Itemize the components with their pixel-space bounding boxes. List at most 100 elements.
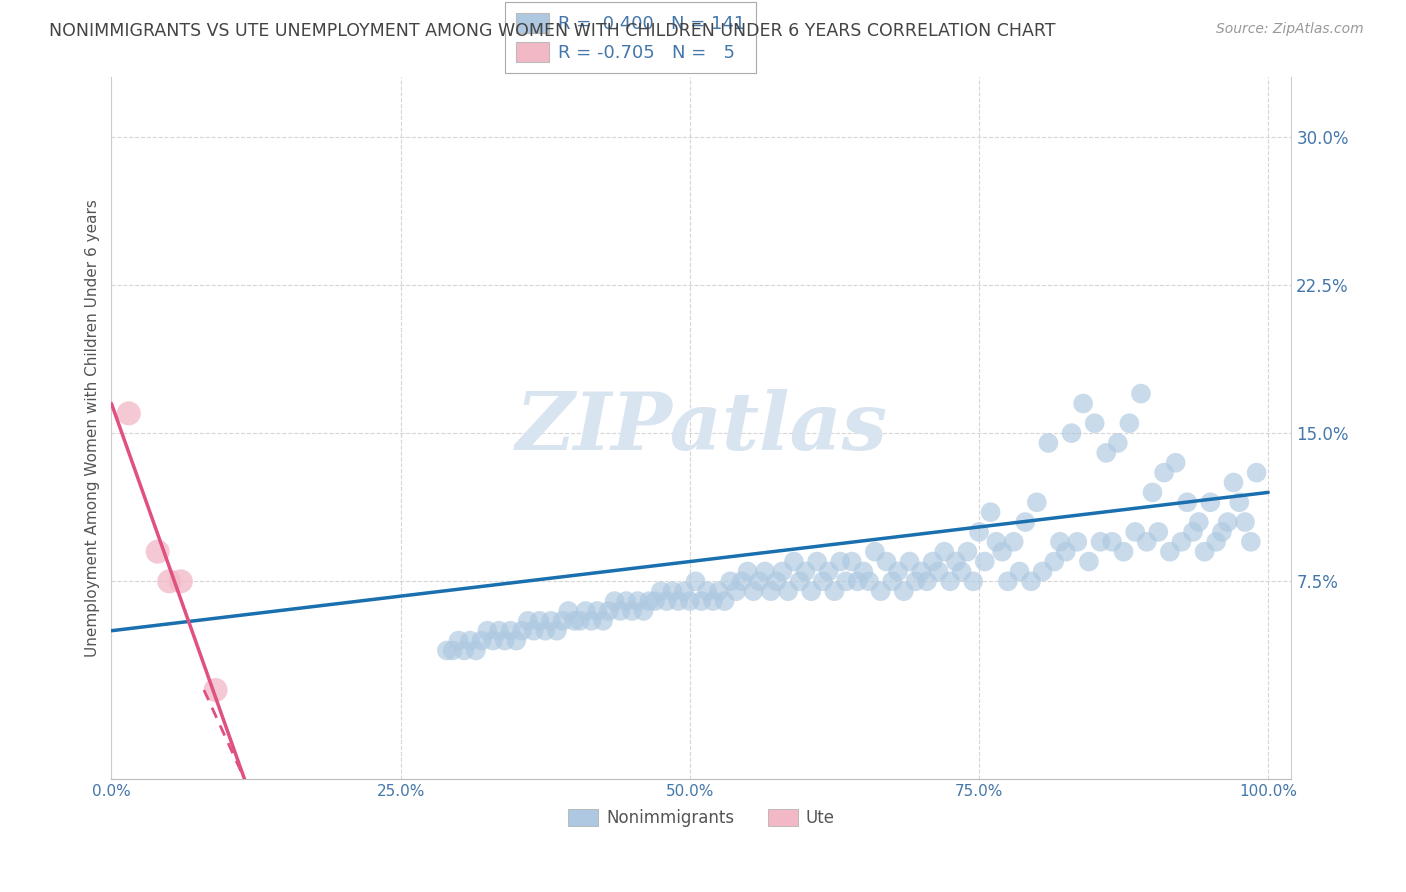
Point: [562, 614, 585, 628]
Point: [1049, 534, 1071, 549]
Point: [939, 574, 962, 589]
Text: NONIMMIGRANTS VS UTE UNEMPLOYMENT AMONG WOMEN WITH CHILDREN UNDER 6 YEARS CORREL: NONIMMIGRANTS VS UTE UNEMPLOYMENT AMONG …: [49, 22, 1056, 40]
Point: [1107, 436, 1129, 450]
Point: [581, 614, 603, 628]
Point: [1043, 555, 1066, 569]
Point: [869, 584, 891, 599]
Point: [997, 574, 1019, 589]
Point: [759, 584, 782, 599]
Point: [737, 565, 759, 579]
Point: [1008, 565, 1031, 579]
Point: [1234, 515, 1257, 529]
Point: [494, 633, 516, 648]
Point: [945, 555, 967, 569]
Point: [783, 555, 806, 569]
Point: [846, 574, 869, 589]
Point: [510, 624, 533, 638]
Point: [713, 594, 735, 608]
Point: [441, 643, 464, 657]
Point: [477, 624, 499, 638]
Point: [731, 574, 754, 589]
Point: [1227, 495, 1250, 509]
Point: [956, 544, 979, 558]
Point: [1032, 565, 1054, 579]
Point: [898, 555, 921, 569]
Point: [146, 544, 169, 558]
Point: [551, 614, 574, 628]
Point: [592, 614, 614, 628]
Point: [858, 574, 880, 589]
Point: [575, 604, 598, 618]
Point: [910, 565, 932, 579]
Point: [586, 604, 609, 618]
Point: [436, 643, 458, 657]
Point: [540, 614, 562, 628]
Point: [882, 574, 904, 589]
Point: [1194, 544, 1216, 558]
Point: [778, 584, 800, 599]
Point: [464, 643, 486, 657]
Point: [823, 584, 845, 599]
Point: [1123, 524, 1146, 539]
Point: [471, 633, 494, 648]
Point: [655, 594, 678, 608]
Point: [748, 574, 770, 589]
Point: [609, 604, 631, 618]
Point: [696, 584, 718, 599]
Point: [1188, 515, 1211, 529]
Point: [887, 565, 910, 579]
Point: [702, 594, 724, 608]
Point: [204, 683, 226, 698]
Point: [789, 574, 811, 589]
Point: [1222, 475, 1244, 490]
Point: [1084, 416, 1107, 430]
Point: [973, 555, 995, 569]
Point: [830, 555, 852, 569]
Point: [1240, 534, 1263, 549]
Point: [1014, 515, 1036, 529]
Point: [458, 633, 481, 648]
Point: [1066, 534, 1088, 549]
Point: [568, 614, 591, 628]
Point: [915, 574, 938, 589]
Point: [863, 544, 886, 558]
Point: [1211, 524, 1233, 539]
Point: [1118, 416, 1140, 430]
Point: [1101, 534, 1123, 549]
Text: ZIPatlas: ZIPatlas: [516, 390, 887, 467]
Point: [505, 633, 527, 648]
Point: [770, 565, 793, 579]
Point: [666, 594, 689, 608]
Point: [523, 624, 546, 638]
Point: [1246, 466, 1268, 480]
Point: [529, 614, 551, 628]
Point: [447, 633, 470, 648]
Point: [516, 614, 538, 628]
Point: [811, 574, 834, 589]
Point: [1129, 386, 1152, 401]
Point: [1054, 544, 1077, 558]
Point: [603, 594, 626, 608]
Point: [679, 594, 702, 608]
Point: [1205, 534, 1227, 549]
Legend: Nonimmigrants, Ute: Nonimmigrants, Ute: [561, 802, 842, 834]
Point: [644, 594, 666, 608]
Point: [1002, 534, 1025, 549]
Point: [673, 584, 696, 599]
Point: [1199, 495, 1222, 509]
Point: [598, 604, 620, 618]
Point: [1019, 574, 1042, 589]
Point: [685, 574, 707, 589]
Point: [118, 406, 141, 420]
Point: [482, 633, 505, 648]
Point: [1182, 524, 1205, 539]
Point: [633, 604, 655, 618]
Point: [1071, 396, 1094, 410]
Point: [557, 604, 579, 618]
Point: [718, 574, 741, 589]
Point: [754, 565, 776, 579]
Point: [950, 565, 973, 579]
Point: [1175, 495, 1198, 509]
Point: [1095, 446, 1118, 460]
Point: [986, 534, 1008, 549]
